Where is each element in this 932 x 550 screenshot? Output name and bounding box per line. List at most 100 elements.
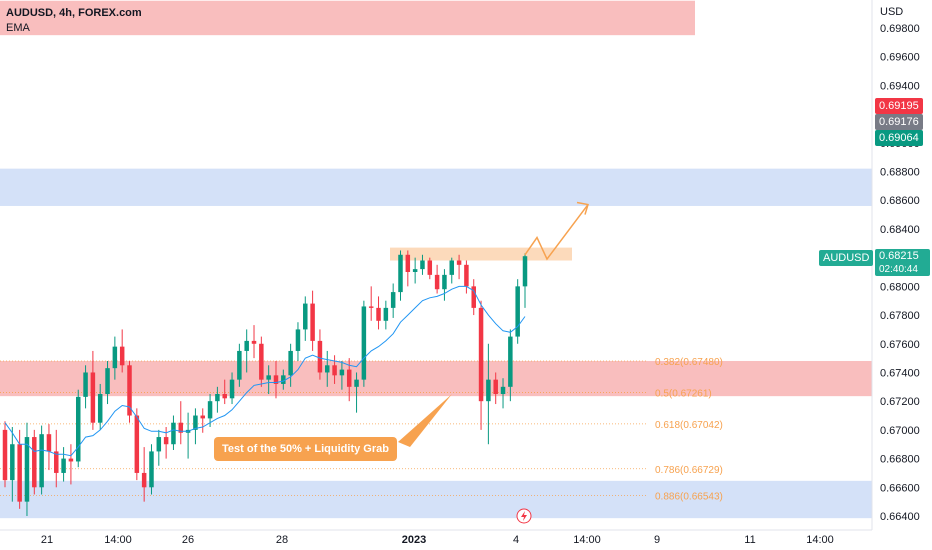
candle-body (486, 379, 491, 402)
candle-body (68, 458, 74, 462)
candle-body (127, 365, 132, 416)
y-tick-label: 0.68800 (880, 167, 920, 179)
candle-body (149, 451, 154, 488)
candle-body (222, 394, 227, 399)
y-tick-label: 0.67800 (880, 310, 920, 322)
candle-body (24, 437, 30, 502)
x-tick-label: 14:00 (104, 534, 132, 546)
candle-body (427, 260, 433, 275)
price-tag-low: 0.69064 (875, 130, 923, 146)
candle-body (178, 422, 184, 433)
symbol-label[interactable]: AUDUSD, 4h, FOREX.com (6, 7, 142, 19)
candle-body (346, 369, 352, 387)
ema-line (4, 285, 526, 457)
candle-body (412, 269, 418, 272)
candle-body (442, 274, 447, 290)
candle-body (54, 451, 59, 473)
candle-body (376, 307, 381, 321)
candle-body (215, 394, 220, 402)
candle-body (61, 458, 66, 473)
candle-body (478, 307, 484, 402)
candle-body (32, 437, 37, 488)
candle-body (83, 372, 88, 397)
candle-body (200, 415, 205, 419)
x-tick-label: 14:00 (573, 534, 601, 546)
x-tick-label: 9 (654, 534, 660, 546)
price-tag-mid: 0.69176 (875, 114, 923, 130)
candle-body (390, 292, 396, 308)
candle-body (207, 401, 213, 419)
candle-body (229, 379, 235, 399)
x-tick-label: 26 (182, 534, 194, 546)
current-symbol-tag: AUDUSD (819, 250, 874, 266)
candle-countdown: 02:40:44 (875, 263, 930, 276)
y-tick-label: 0.68400 (880, 224, 920, 236)
candle-body (500, 386, 506, 394)
candle-body (405, 254, 411, 272)
candle-body (456, 260, 462, 265)
y-tick-label: 0.69800 (880, 23, 920, 35)
fib-label-4: 0.886(0.66543) (655, 491, 723, 502)
candle-body (288, 350, 293, 376)
zone-supply-2 (0, 360, 872, 397)
currency-label: USD (880, 6, 904, 18)
candle-body (354, 379, 359, 387)
callout-pointer (398, 394, 452, 447)
y-tick-label: 0.66400 (880, 511, 920, 523)
candle-body (266, 375, 271, 380)
y-tick-label: 0.68600 (880, 195, 920, 207)
x-tick-label: 11 (744, 534, 755, 546)
candle-body (46, 434, 52, 452)
candle-body (171, 422, 176, 445)
y-tick-label: 0.66800 (880, 454, 920, 466)
lightning-icon (521, 511, 527, 521)
price-tag-high: 0.69195 (875, 98, 923, 114)
y-tick-label: 0.67200 (880, 396, 920, 408)
y-tick-label: 0.69400 (880, 80, 920, 92)
candle-body (141, 472, 147, 488)
y-tick-label: 0.69600 (880, 52, 920, 64)
candle-body (368, 306, 374, 308)
current-price-tag: 0.68215 (875, 249, 930, 264)
candle-body (398, 254, 403, 293)
candle-body (515, 286, 520, 337)
candle-body (493, 379, 498, 394)
fib-label-1: 0.5(0.67261) (655, 388, 712, 399)
candle-body (295, 329, 301, 351)
candle-body (39, 434, 44, 488)
candle-body (434, 274, 440, 290)
y-tick-label: 0.66600 (880, 482, 920, 494)
y-tick-label: 0.67000 (880, 425, 920, 437)
candle-body (237, 350, 242, 380)
candle-body (163, 437, 169, 445)
candle-body (10, 444, 15, 481)
candle-body (244, 340, 249, 351)
candle-body (75, 396, 81, 462)
x-tick-label: 14:00 (806, 534, 834, 546)
x-tick-label: 2023 (402, 534, 426, 546)
candle-body (471, 286, 476, 308)
candle-body (251, 340, 257, 344)
candle-body (383, 307, 389, 321)
y-tick-label: 0.68000 (880, 281, 920, 293)
candle-body (420, 260, 425, 270)
fib-label-0: 0.382(0.67480) (655, 357, 723, 368)
candle-body (17, 444, 22, 502)
candle-body (325, 365, 330, 373)
candle-body (134, 415, 140, 473)
candle-body (273, 375, 279, 384)
y-tick-label: 0.67400 (880, 367, 920, 379)
zone-demand-3 (0, 480, 872, 519)
time-axis (0, 530, 932, 550)
annotation-callout[interactable]: Test of the 50% + Liquidity Grab (214, 437, 397, 461)
candle-body (105, 368, 110, 394)
x-tick-label: 4 (513, 534, 519, 546)
projection-arrowhead (576, 201, 589, 215)
indicator-label[interactable]: EMA (6, 22, 30, 34)
chart-legend: AUDUSD, 4h, FOREX.com EMA (6, 6, 142, 36)
candle-body (310, 303, 315, 341)
candle-body (193, 415, 198, 430)
x-tick-label: 21 (41, 534, 53, 546)
y-tick-label: 0.67600 (880, 339, 920, 351)
